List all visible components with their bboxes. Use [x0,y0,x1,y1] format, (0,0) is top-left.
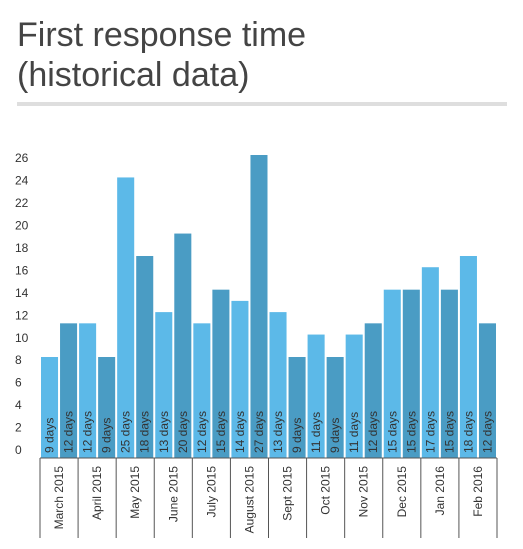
bar [421,267,439,458]
y-tick-label: 22 [15,196,29,210]
x-tick-label: April 2015 [90,466,104,520]
bar [60,323,78,458]
value-label: 12 days [195,411,209,453]
bar [193,323,211,458]
value-label: 12 days [62,411,76,453]
y-tick-label: 4 [15,398,22,412]
x-tick-label: July 2015 [204,466,218,518]
x-tick-label: Feb 2016 [471,466,485,517]
x-tick-label: June 2015 [166,466,180,522]
x-tick-label: August 2015 [242,466,256,534]
y-tick-label: 6 [15,376,22,390]
bar [174,233,192,458]
value-label: 11 days [347,412,361,453]
x-tick-label: Nov 2015 [357,466,371,518]
bar [440,289,458,458]
y-tick-label: 0 [15,443,22,457]
value-label: 14 days [233,411,247,453]
bar [98,357,116,458]
y-tick-label: 14 [15,286,29,300]
value-label: 27 days [252,411,266,453]
y-tick-label: 8 [15,353,22,367]
value-label: 13 days [157,411,171,453]
value-label: 17 days [423,411,437,453]
y-tick-label: 2 [15,421,22,435]
bar [478,323,496,458]
value-label: 25 days [119,411,133,453]
x-tick-label: Oct 2015 [319,466,333,515]
value-label: 11 days [309,412,323,453]
bar [459,256,477,458]
chart-title: (historical data) [17,56,249,94]
bar [155,312,173,458]
x-tick-label: Dec 2015 [395,466,409,518]
bar [212,289,230,458]
value-label: 12 days [480,411,494,453]
value-label: 20 days [176,411,190,453]
x-tick-label: March 2015 [52,466,66,530]
bar [364,323,382,458]
value-label: 13 days [271,411,285,453]
value-label: 9 days [290,418,304,453]
y-tick-label: 24 [15,174,29,188]
y-tick-label: 18 [15,241,29,255]
bar [250,155,268,458]
value-label: 15 days [385,411,399,453]
bar [117,177,135,458]
y-tick-label: 26 [15,151,29,165]
bar [307,334,325,458]
bar [326,357,344,458]
value-label: 15 days [214,411,228,453]
value-label: 18 days [138,411,152,453]
value-label: 12 days [81,411,95,453]
x-tick-label: Sept 2015 [281,466,295,521]
bar [136,256,154,458]
y-tick-label: 12 [15,308,29,322]
value-label: 15 days [442,411,456,453]
y-tick-label: 16 [15,263,29,277]
bar [345,334,363,458]
value-label: 18 days [461,411,475,453]
value-label: 9 days [43,418,57,453]
bar [383,289,401,458]
bar [231,300,249,458]
title-rule [17,102,507,106]
x-tick-label: May 2015 [128,466,142,519]
bar [269,312,287,458]
value-label: 9 days [100,418,114,453]
value-label: 15 days [404,411,418,453]
y-tick-label: 20 [15,219,29,233]
bar [288,357,306,458]
bar [402,289,420,458]
y-tick-label: 10 [15,331,29,345]
bar [41,357,59,458]
value-label: 9 days [328,418,342,453]
bar [79,323,97,458]
value-label: 12 days [366,411,380,453]
chart-title: First response time [17,16,306,54]
x-tick-label: Jan 2016 [433,466,447,516]
